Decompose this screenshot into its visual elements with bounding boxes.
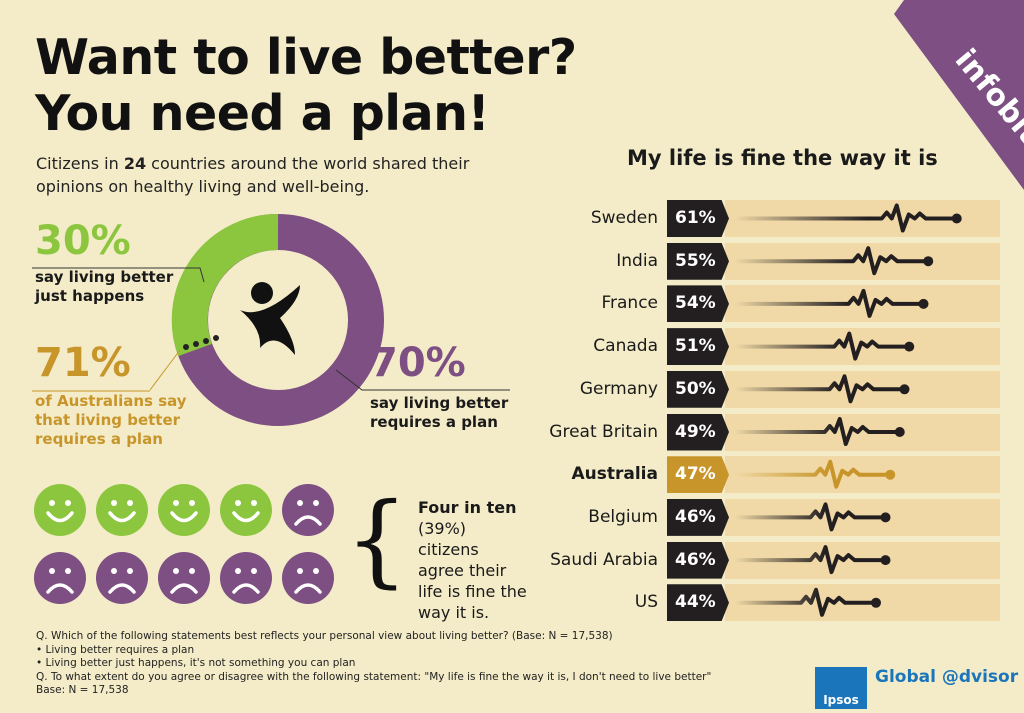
value-label: 50% xyxy=(667,370,729,408)
bar-track xyxy=(725,413,1000,451)
note: Base: N = 17,538 xyxy=(36,684,129,696)
stat-happens: 30% say living better just happens xyxy=(35,218,185,306)
four-text: citizens agree their life is fine the wa… xyxy=(418,540,527,622)
intro-text: Citizens in 24 countries around the worl… xyxy=(36,152,516,198)
stat-happens-text: say living better just happens xyxy=(35,268,174,305)
person-icon xyxy=(240,282,300,355)
donut-happens xyxy=(171,213,279,357)
bar-track xyxy=(725,456,1000,494)
country-label: Sweden xyxy=(590,208,658,228)
note: • Living better requires a plan xyxy=(36,643,195,656)
four-in-ten-text: Four in ten (39%) citizens agree their li… xyxy=(418,497,528,623)
country-label: Belgium xyxy=(588,506,658,527)
country-label: Saudi Arabia xyxy=(550,549,658,570)
title-line-1: Want to live better? xyxy=(35,29,577,86)
happy-face-icon xyxy=(96,484,148,536)
bar-track xyxy=(725,370,1000,408)
value-label: 44% xyxy=(667,584,729,622)
ipsos-logo: Ipsos xyxy=(815,667,867,709)
sad-face-icon xyxy=(34,552,86,604)
bar-track xyxy=(725,200,1000,237)
value-label: 54% xyxy=(667,285,729,323)
stat-happens-pct: 30% xyxy=(35,218,131,264)
country-label: India xyxy=(616,250,658,271)
value-label: 46% xyxy=(667,541,729,579)
value-label: 49% xyxy=(667,413,729,451)
bar-track xyxy=(725,242,1000,280)
stat-plan: 70% say living better requires a plan xyxy=(370,340,510,432)
stat-aus-text: of Australians say that living better re… xyxy=(35,392,187,448)
country-label: US xyxy=(634,592,658,613)
brace-icon: { xyxy=(345,481,409,598)
four-bold: Four in ten xyxy=(418,498,517,517)
country-label: Great Britain xyxy=(549,421,658,442)
chart-title: My life is fine the way it is xyxy=(627,146,938,170)
happy-face-icon xyxy=(34,484,86,536)
country-label: France xyxy=(601,293,658,314)
stat-australia: 71% of Australians say that living bette… xyxy=(35,340,195,449)
stat-plan-pct: 70% xyxy=(370,340,466,386)
country-label: Canada xyxy=(593,336,658,357)
stat-aus-pct: 71% xyxy=(35,340,131,386)
page-title: Want to live better? You need a plan! xyxy=(35,30,577,142)
note: Q. Which of the following statements bes… xyxy=(36,630,613,642)
value-label: 51% xyxy=(667,328,729,366)
sad-face-icon xyxy=(282,552,334,604)
bar-track xyxy=(725,328,1000,366)
four-pct: (39%) xyxy=(418,519,467,538)
intro-count: 24 xyxy=(123,154,147,173)
bar-track xyxy=(725,498,1000,536)
value-label: 55% xyxy=(667,242,729,280)
happy-face-icon xyxy=(220,484,272,536)
bar-track xyxy=(725,584,1000,622)
country-label: Australia xyxy=(571,464,659,485)
stat-plan-text: say living better requires a plan xyxy=(370,394,509,431)
intro-post: countries around the world shared their … xyxy=(36,154,470,196)
bar-track xyxy=(725,541,1000,579)
value-label: 46% xyxy=(667,498,729,536)
value-label: 61% xyxy=(667,200,729,237)
note: • Living better just happens, it's not s… xyxy=(36,657,356,669)
country-label: Germany xyxy=(579,378,658,399)
value-label: 47% xyxy=(667,456,729,494)
happy-face-icon xyxy=(158,484,210,536)
note: Q. To what extent do you agree or disagr… xyxy=(36,670,712,683)
title-line-2: You need a plan! xyxy=(35,85,490,142)
sad-face-icon xyxy=(158,552,210,604)
footnotes: Q. Which of the following statements bes… xyxy=(36,630,711,698)
intro-pre: Citizens in xyxy=(36,154,124,173)
sad-face-icon xyxy=(220,552,272,604)
bar-track xyxy=(725,285,1000,323)
sad-face-icon xyxy=(282,484,334,536)
brand-tagline: Global @dvisor xyxy=(875,667,1019,687)
infobite-ribbon: infobite xyxy=(894,0,1024,190)
sad-face-icon xyxy=(96,552,148,604)
